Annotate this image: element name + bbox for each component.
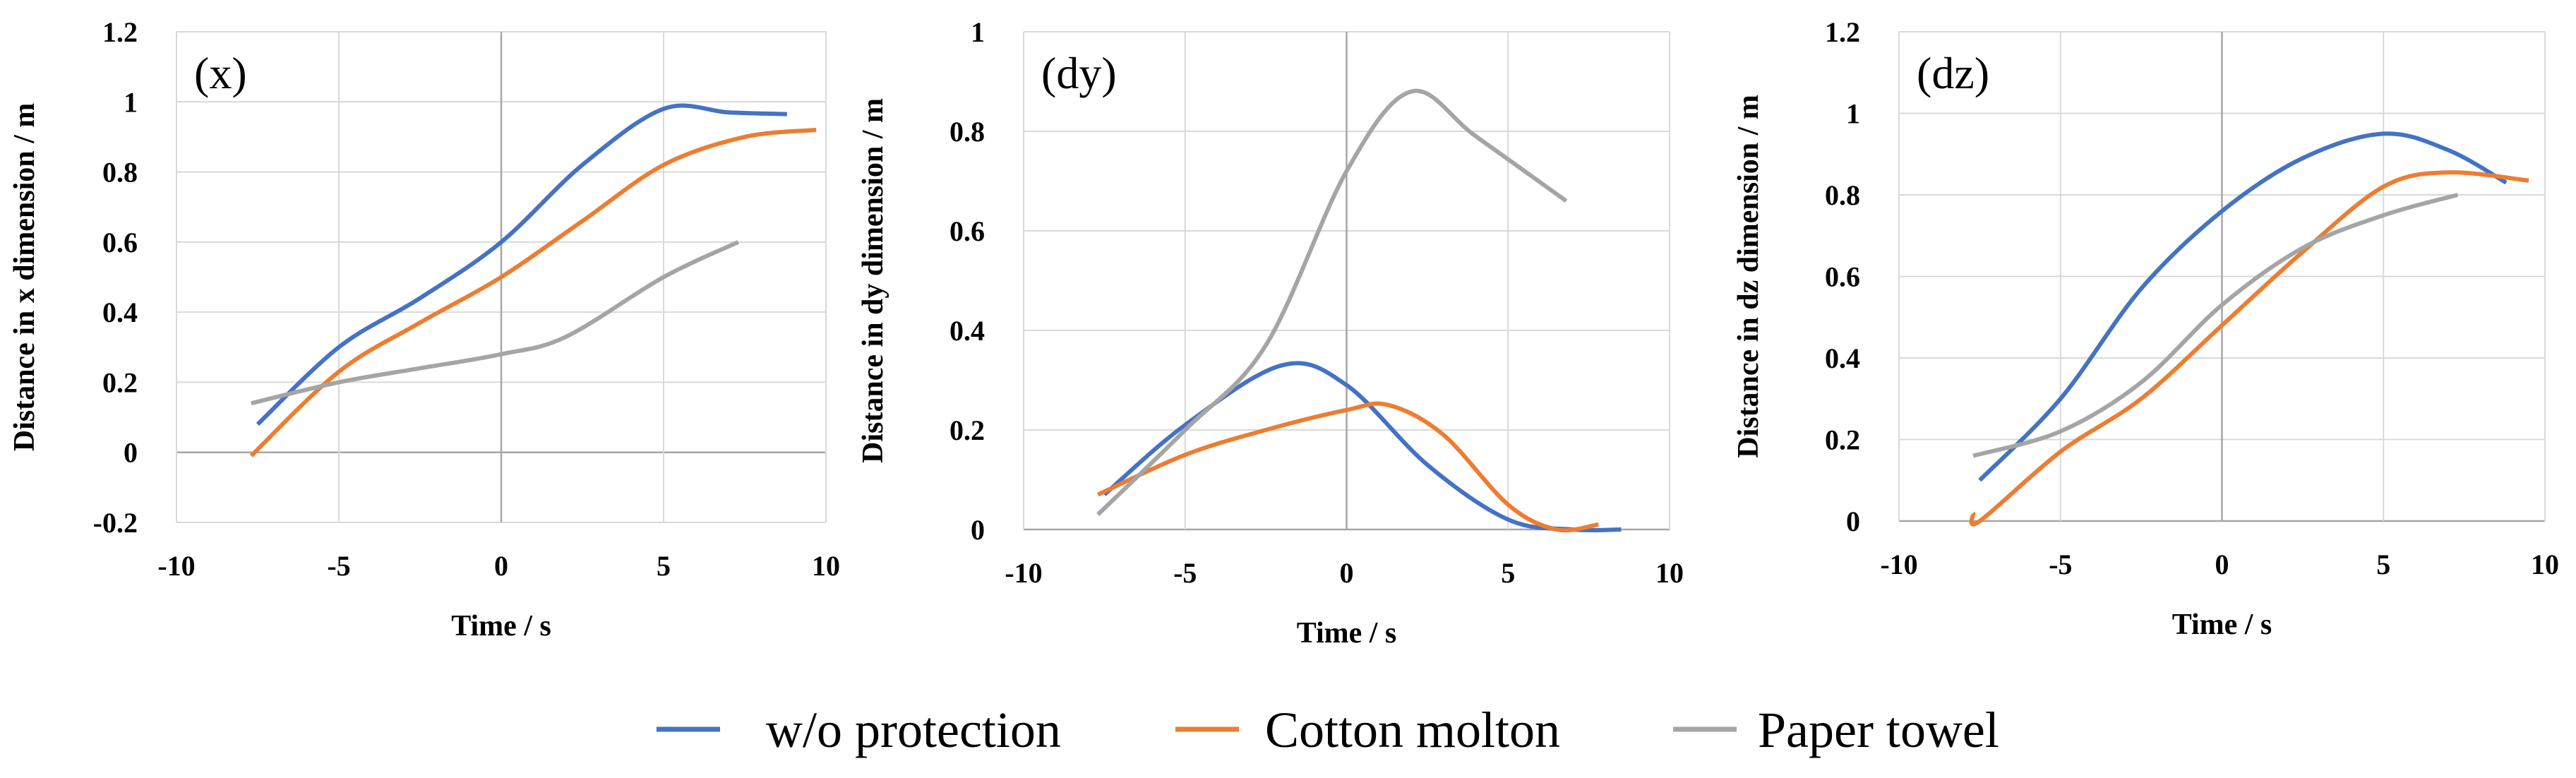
- x-tick-label: -10: [157, 550, 195, 582]
- y-tick-label: 0.2: [1825, 424, 1860, 456]
- legend-label-wo-protection: w/o protection: [766, 702, 1061, 758]
- series-line-w-o-protection: [1978, 131, 2508, 482]
- y-tick-label: 1.2: [1825, 16, 1860, 48]
- x-tick-label: 10: [1655, 557, 1684, 589]
- series-line-cotton-molton: [1096, 401, 1599, 533]
- y-tick-label: 0.4: [1825, 342, 1860, 374]
- y-tick-label: -0.2: [93, 507, 138, 539]
- series-line-paper-towel: [1096, 88, 1568, 517]
- y-tick-label: 0.4: [102, 297, 138, 328]
- y-tick-label: 0.6: [949, 215, 985, 247]
- y-axis-title: Distance in dz dimension / m: [1732, 95, 1765, 458]
- y-tick-label: 0.8: [102, 157, 138, 188]
- y-tick-label: 0.2: [102, 366, 138, 398]
- x-tick-label: 0: [494, 550, 508, 582]
- y-tick-label: 0: [124, 437, 138, 469]
- series-line-w-o-protection: [256, 103, 787, 426]
- panel-tag: (dz): [1917, 48, 1989, 98]
- y-tick-label: 1: [971, 16, 985, 48]
- x-tick-label: 5: [1501, 557, 1515, 589]
- x-tick-label: 0: [2215, 549, 2229, 580]
- x-tick-label: -5: [2049, 549, 2072, 580]
- panel-tag: (x): [194, 48, 247, 98]
- x-tick-label: 5: [2376, 549, 2390, 580]
- y-tick-label: 1.2: [102, 16, 138, 48]
- x-tick-label: 10: [812, 550, 840, 582]
- series-line-paper-towel: [1972, 193, 2459, 458]
- x-axis-title: Time / s: [1297, 617, 1397, 650]
- y-tick-label: 0: [1846, 505, 1860, 537]
- y-axis-title: Distance in x dimension / m: [8, 103, 41, 452]
- y-tick-label: 1: [1846, 98, 1860, 130]
- legend-label-paper-towel: Paper towel: [1758, 702, 1999, 758]
- series-line-cotton-molton: [1969, 170, 2529, 527]
- y-tick-label: 0.2: [949, 414, 985, 446]
- x-tick-label: 0: [1340, 557, 1354, 589]
- x-axis-title: Time / s: [451, 610, 551, 642]
- series-line-cotton-molton: [249, 128, 817, 457]
- x-tick-label: 10: [2531, 549, 2559, 580]
- y-tick-label: 0: [971, 514, 985, 546]
- panel-dz: 0 0.2 0.4 0.6 0.8 1 1.2 -10 -5 0 5 10 Time / s Distan…: [1732, 16, 2559, 641]
- y-tick-label: 0.4: [949, 315, 985, 347]
- chart-legend: w/o protection Cotton molton Paper towel: [657, 702, 1999, 758]
- y-axis-title: Distance in dy dimension / m: [857, 98, 889, 463]
- x-tick-label: -5: [1173, 557, 1197, 589]
- panel-dy: 0 0.2 0.4 0.6 0.8 1 -10 -5 0 5 10 Time / s Distance …: [857, 16, 1684, 650]
- x-tick-label: -10: [1880, 549, 1917, 580]
- panel-x: -0.2 0 0.2 0.4 0.6 0.8 1 1.2 -10 -5 0 5 10 Time / s Di…: [8, 16, 840, 642]
- x-tick-label: -10: [1005, 557, 1042, 589]
- y-tick-label: 0.6: [102, 227, 138, 258]
- y-tick-label: 1: [124, 86, 138, 118]
- y-tick-label: 0.8: [1825, 179, 1860, 211]
- x-axis-title: Time / s: [2172, 609, 2272, 641]
- x-tick-label: -5: [327, 550, 350, 582]
- legend-label-cotton-molton: Cotton molton: [1265, 702, 1560, 758]
- y-tick-label: 0.8: [949, 116, 985, 148]
- x-tick-label: 5: [657, 550, 671, 582]
- y-tick-label: 0.6: [1825, 261, 1860, 293]
- series-line-paper-towel: [251, 240, 740, 406]
- panel-tag: (dy): [1041, 48, 1117, 98]
